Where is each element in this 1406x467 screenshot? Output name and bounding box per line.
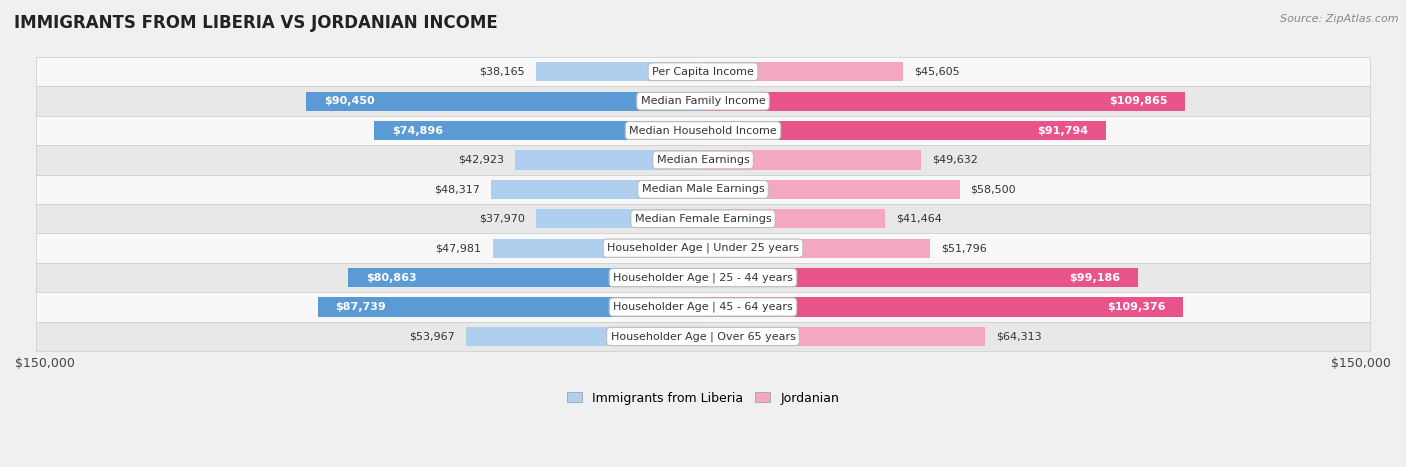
Text: $51,796: $51,796 xyxy=(941,243,987,253)
Bar xyxy=(515,150,703,170)
Bar xyxy=(37,204,1369,234)
Bar xyxy=(307,92,703,111)
Bar xyxy=(37,234,1369,263)
Bar xyxy=(703,121,1105,140)
Text: Per Capita Income: Per Capita Income xyxy=(652,67,754,77)
Bar xyxy=(703,92,1185,111)
Text: Source: ZipAtlas.com: Source: ZipAtlas.com xyxy=(1281,14,1399,24)
Text: $80,863: $80,863 xyxy=(366,273,416,283)
Text: Median Female Earnings: Median Female Earnings xyxy=(634,214,772,224)
Bar xyxy=(349,268,703,287)
Text: Median Earnings: Median Earnings xyxy=(657,155,749,165)
Bar xyxy=(703,209,884,228)
Text: Median Male Earnings: Median Male Earnings xyxy=(641,184,765,194)
Bar xyxy=(491,180,703,199)
Text: $74,896: $74,896 xyxy=(392,126,443,135)
Bar xyxy=(537,209,703,228)
Text: $47,981: $47,981 xyxy=(436,243,481,253)
Bar xyxy=(37,175,1369,204)
Text: $90,450: $90,450 xyxy=(323,96,374,106)
Text: $58,500: $58,500 xyxy=(970,184,1017,194)
Bar xyxy=(37,263,1369,292)
Text: Median Household Income: Median Household Income xyxy=(628,126,778,135)
Bar xyxy=(703,180,960,199)
Text: Householder Age | 25 - 44 years: Householder Age | 25 - 44 years xyxy=(613,272,793,283)
Text: $41,464: $41,464 xyxy=(896,214,942,224)
Bar xyxy=(318,297,703,317)
Text: $45,605: $45,605 xyxy=(914,67,960,77)
Bar xyxy=(492,239,703,258)
Text: $53,967: $53,967 xyxy=(409,332,456,341)
Bar xyxy=(703,239,931,258)
Text: $87,739: $87,739 xyxy=(336,302,387,312)
Text: $42,923: $42,923 xyxy=(458,155,503,165)
Text: $37,970: $37,970 xyxy=(479,214,526,224)
Bar xyxy=(37,145,1369,175)
Legend: Immigrants from Liberia, Jordanian: Immigrants from Liberia, Jordanian xyxy=(562,387,844,410)
Text: $64,313: $64,313 xyxy=(995,332,1042,341)
Bar xyxy=(374,121,703,140)
Bar xyxy=(37,292,1369,322)
Text: $49,632: $49,632 xyxy=(932,155,977,165)
Text: $109,865: $109,865 xyxy=(1109,96,1167,106)
Text: $48,317: $48,317 xyxy=(434,184,479,194)
Text: Householder Age | 45 - 64 years: Householder Age | 45 - 64 years xyxy=(613,302,793,312)
Bar xyxy=(37,322,1369,351)
Text: $109,376: $109,376 xyxy=(1107,302,1166,312)
Bar xyxy=(37,116,1369,145)
Bar xyxy=(37,57,1369,86)
Text: Householder Age | Under 25 years: Householder Age | Under 25 years xyxy=(607,243,799,254)
Text: $38,165: $38,165 xyxy=(479,67,524,77)
Text: IMMIGRANTS FROM LIBERIA VS JORDANIAN INCOME: IMMIGRANTS FROM LIBERIA VS JORDANIAN INC… xyxy=(14,14,498,32)
Bar xyxy=(703,150,921,170)
Bar xyxy=(703,62,903,81)
Bar xyxy=(536,62,703,81)
Bar xyxy=(703,327,986,346)
Text: Median Family Income: Median Family Income xyxy=(641,96,765,106)
Bar xyxy=(703,297,1182,317)
Bar xyxy=(703,268,1137,287)
Bar xyxy=(37,86,1369,116)
Text: $91,794: $91,794 xyxy=(1038,126,1088,135)
Text: $99,186: $99,186 xyxy=(1070,273,1121,283)
Text: Householder Age | Over 65 years: Householder Age | Over 65 years xyxy=(610,331,796,342)
Bar xyxy=(467,327,703,346)
